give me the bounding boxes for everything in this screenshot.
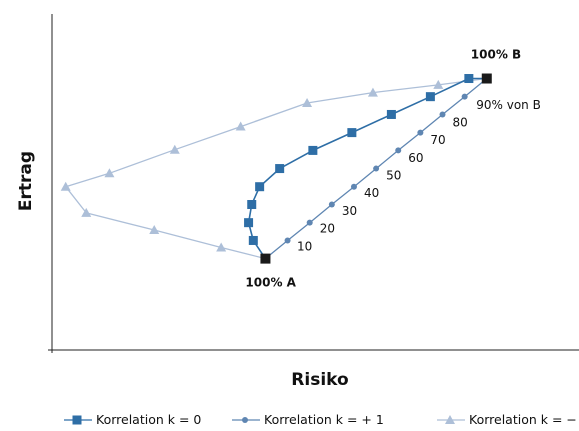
endpoint-label-B: 100% B (471, 48, 521, 62)
annotation-label: 70 (430, 133, 445, 147)
data-point-square (347, 128, 357, 138)
data-point-triangle (216, 242, 227, 252)
data-point-triangle (367, 87, 378, 97)
data-point-circle (417, 129, 424, 136)
annotation-label: 90% von B (476, 98, 541, 112)
legend-marker-triangle (445, 415, 455, 424)
data-point-square (386, 109, 396, 119)
annotation-label: 60 (408, 151, 423, 165)
endpoint-labels: 100% A 100% B (245, 48, 521, 290)
series-line-triangle (65, 77, 487, 260)
annotation-label: 40 (364, 186, 379, 200)
annotation-label: 10 (297, 240, 312, 254)
data-point-triangle (302, 98, 313, 108)
data-point-circle (461, 93, 468, 100)
legend-label: Korrelation k = − 1 (469, 412, 579, 427)
data-point-triangle (169, 144, 180, 154)
endpoint-B (481, 73, 492, 84)
data-point-circle (284, 237, 291, 244)
data-point-square (275, 164, 285, 174)
data-point-triangle (149, 225, 160, 235)
data-point-triangle (81, 207, 92, 217)
data-point-square (247, 200, 257, 210)
legend-marker-square (72, 415, 82, 425)
annotation-label: 20 (320, 222, 335, 236)
data-point-square (255, 182, 265, 192)
legend-label: Korrelation k = 0 (96, 412, 201, 427)
data-point-circle (350, 183, 357, 190)
annotation-label: 80 (453, 116, 468, 130)
y-axis-label: Ertrag (16, 151, 36, 211)
data-point-square (425, 92, 435, 102)
legend-marker-circle (242, 417, 248, 423)
data-point-square (308, 145, 318, 155)
portfolio-endpoints (260, 73, 492, 264)
x-axis-label: Risiko (291, 370, 348, 390)
data-point-circle (395, 147, 402, 154)
data-point-square (464, 74, 474, 84)
legend-label: Korrelation k = + 1 (264, 412, 384, 427)
endpoint-label-A: 100% A (245, 276, 296, 290)
annotation-label: 30 (342, 204, 357, 218)
data-point-circle (373, 165, 380, 172)
data-point-triangle (60, 181, 71, 191)
weight-annotations: 10 20 30 40 50 60 70 80 90% von B (297, 98, 541, 254)
legend: Korrelation k = 0 Korrelation k = + 1 Korr… (64, 412, 579, 427)
endpoint-A (260, 253, 271, 264)
data-point-circle (306, 219, 313, 226)
data-point-square (244, 218, 254, 228)
data-point-circle (328, 201, 335, 208)
data-point-triangle (235, 121, 246, 131)
series-line-square (247, 77, 487, 260)
data-point-circle (439, 111, 446, 118)
data-point-triangle (433, 79, 444, 89)
data-point-square (248, 235, 258, 245)
data-point-triangle (104, 168, 115, 178)
series-markers (60, 74, 474, 252)
annotation-label: 50 (386, 169, 401, 183)
